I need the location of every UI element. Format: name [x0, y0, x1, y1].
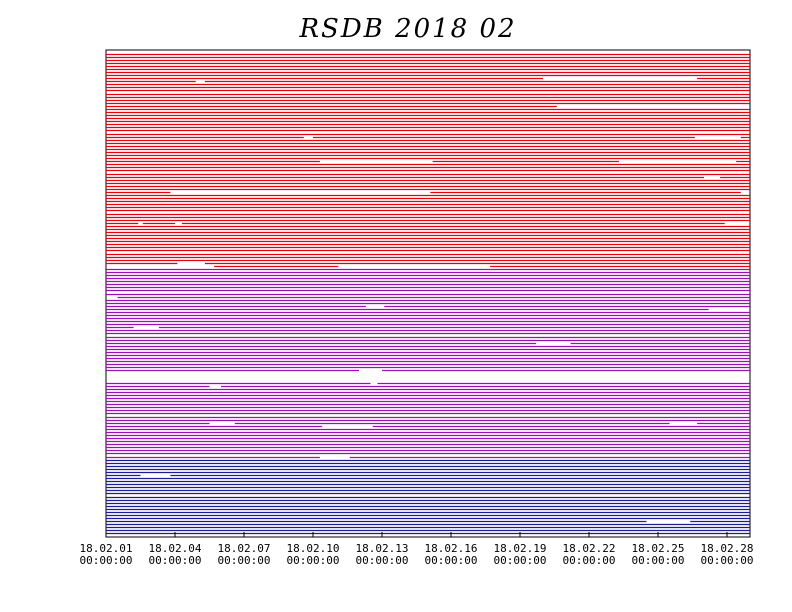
x-tick-label: 18.02.01	[80, 542, 133, 555]
x-tick-time: 00:00:00	[701, 554, 754, 567]
x-tick-label: 18.02.16	[425, 542, 478, 555]
x-tick-label: 18.02.22	[563, 542, 616, 555]
x-tick-time: 00:00:00	[632, 554, 685, 567]
plot-frame	[105, 49, 751, 538]
x-tick-label: 18.02.04	[149, 542, 202, 555]
x-tick-time: 00:00:00	[287, 554, 340, 567]
x-tick-time: 00:00:00	[149, 554, 202, 567]
x-tick-label: 18.02.19	[494, 542, 547, 555]
x-tick-time: 00:00:00	[80, 554, 133, 567]
x-tick-label: 18.02.28	[701, 542, 754, 555]
x-tick-label: 18.02.10	[287, 542, 340, 555]
x-tick-time: 00:00:00	[356, 554, 409, 567]
x-tick-label: 18.02.13	[356, 542, 409, 555]
x-tick-label: 18.02.25	[632, 542, 685, 555]
x-tick-label: 18.02.07	[218, 542, 271, 555]
chart-title: RSDB 2018 02	[298, 14, 516, 44]
x-tick-time: 00:00:00	[218, 554, 271, 567]
x-tick-time: 00:00:00	[425, 554, 478, 567]
x-tick-time: 00:00:00	[563, 554, 616, 567]
x-tick-time: 00:00:00	[494, 554, 547, 567]
